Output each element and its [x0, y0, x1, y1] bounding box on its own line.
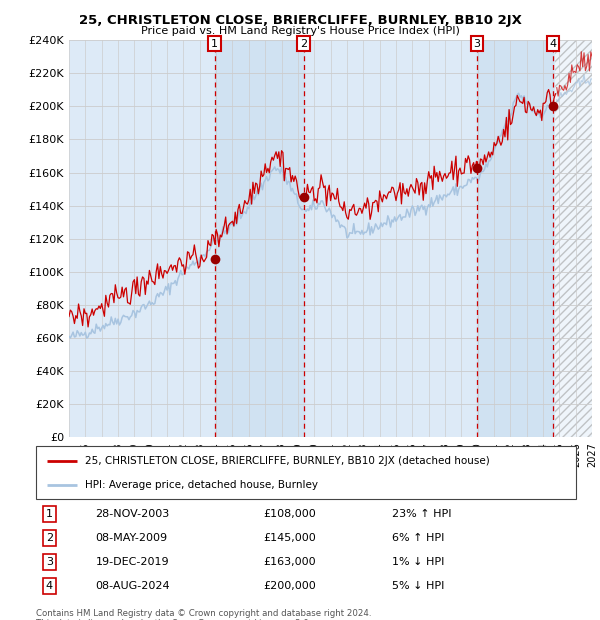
Text: 19-DEC-2019: 19-DEC-2019 [95, 557, 169, 567]
Text: 1% ↓ HPI: 1% ↓ HPI [392, 557, 445, 567]
Text: 3: 3 [473, 38, 481, 48]
Text: 5% ↓ HPI: 5% ↓ HPI [392, 581, 445, 591]
Text: Contains HM Land Registry data © Crown copyright and database right 2024.
This d: Contains HM Land Registry data © Crown c… [36, 609, 371, 620]
Bar [556, 40, 592, 437]
Text: 25, CHRISTLETON CLOSE, BRIERCLIFFE, BURNLEY, BB10 2JX (detached house): 25, CHRISTLETON CLOSE, BRIERCLIFFE, BURN… [85, 456, 490, 466]
Text: 2: 2 [300, 38, 307, 48]
Text: 6% ↑ HPI: 6% ↑ HPI [392, 533, 445, 543]
Text: £108,000: £108,000 [263, 509, 316, 520]
Bar [477, 40, 553, 437]
Text: 08-AUG-2024: 08-AUG-2024 [95, 581, 170, 591]
Text: £145,000: £145,000 [263, 533, 316, 543]
Text: 4: 4 [46, 581, 53, 591]
Bar [215, 40, 304, 437]
Text: £163,000: £163,000 [263, 557, 316, 567]
Text: Price paid vs. HM Land Registry's House Price Index (HPI): Price paid vs. HM Land Registry's House … [140, 26, 460, 36]
Text: 25, CHRISTLETON CLOSE, BRIERCLIFFE, BURNLEY, BB10 2JX: 25, CHRISTLETON CLOSE, BRIERCLIFFE, BURN… [79, 14, 521, 27]
Text: 4: 4 [550, 38, 557, 48]
Text: 1: 1 [211, 38, 218, 48]
Text: £200,000: £200,000 [263, 581, 316, 591]
Text: 23% ↑ HPI: 23% ↑ HPI [392, 509, 452, 520]
Text: 1: 1 [46, 509, 53, 520]
Text: 08-MAY-2009: 08-MAY-2009 [95, 533, 167, 543]
Text: 3: 3 [46, 557, 53, 567]
Text: 28-NOV-2003: 28-NOV-2003 [95, 509, 170, 520]
Text: 2: 2 [46, 533, 53, 543]
Text: HPI: Average price, detached house, Burnley: HPI: Average price, detached house, Burn… [85, 480, 317, 490]
FancyBboxPatch shape [36, 446, 576, 499]
